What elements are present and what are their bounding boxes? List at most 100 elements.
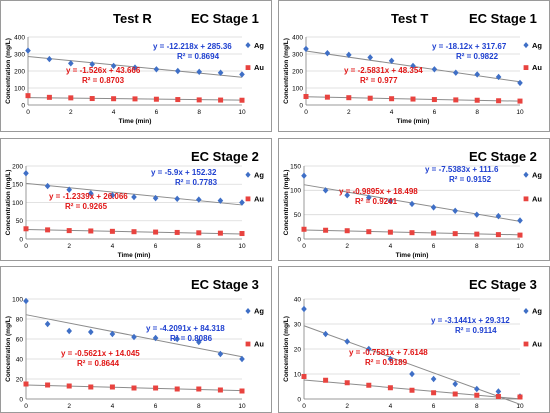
legend-au-marker [523,341,529,347]
ag-r2: R² = 0.8086 [170,334,213,343]
y-tick-label: 0 [21,102,25,109]
au-point [367,95,373,101]
x-tick-label: 8 [197,403,201,410]
legend-ag-label: Ag [254,307,264,316]
chart-svg: Test R EC Stage 1 0 100 200 300 400 0 2 4 6 8 10 Time… [5,11,264,125]
au-point [324,94,330,100]
y-tick-label: 100 [12,296,23,303]
ag-point [152,194,159,202]
au-point [431,230,437,236]
legend-au-label: Au [254,340,264,349]
x-tick-label: 10 [516,403,524,410]
ag-point [132,64,138,71]
au-point [88,228,94,234]
legend-ag-label: Ag [532,307,542,316]
au-point [346,95,352,101]
au-point [495,394,501,399]
y-axis-label: Concentration (mg/L) [5,170,12,236]
au-r2: R² = 0.977 [360,76,398,85]
ag-point [174,335,180,343]
ag-point [66,327,72,335]
y-tick-label: 400 [14,34,25,41]
ag-equation: y = -12.218x + 285.36 [153,42,232,51]
ag-point [217,350,224,358]
ag-point [25,47,31,54]
y-axis-label: Concentration (mg/L) [283,316,290,382]
ag-point [517,79,523,87]
au-point [323,227,329,233]
legend-ag-label: Ag [532,41,542,50]
chart-title-stage: EC Stage 2 [469,149,537,164]
au-point [239,231,245,237]
ag-point [517,217,523,224]
au-r2: R² = 0.8644 [77,359,120,368]
x-tick-label: 6 [432,403,436,410]
au-point [301,226,307,232]
ag-point [196,196,202,203]
legend-ag-label: Ag [532,170,542,179]
legend-ag-marker [523,171,529,178]
x-tick-label: 4 [111,403,115,410]
ag-point [239,71,245,78]
ag-point [495,388,502,395]
ag-point [495,212,502,220]
au-point [174,229,180,235]
y-tick-label: 0 [297,236,301,243]
x-axis-label: Time (min) [118,252,151,259]
ag-point [23,170,29,177]
y-tick-label: 0 [19,236,23,243]
ag-point [217,197,224,204]
x-tick-label: 6 [154,243,158,250]
au-point [409,387,415,393]
x-tick-label: 6 [155,109,159,116]
au-point [496,98,502,104]
ag-point [474,211,480,218]
au-point [153,96,159,102]
ag-point [109,192,116,199]
y-tick-label: 10 [294,371,302,378]
ag-point [387,197,394,205]
ag-point [474,385,480,393]
ag-point [366,345,372,353]
y-axis-label: Concentration (mg/L) [5,316,12,382]
au-point [387,229,393,235]
x-axis-label: Time (min) [397,118,430,125]
y-axis-label: Concentration (mg/L) [5,38,12,104]
x-tick-label: 2 [347,109,351,116]
au-point [45,382,51,388]
trendline-ag [303,325,521,405]
au-point [23,226,29,232]
x-tick-label: 4 [111,243,115,250]
au-point [474,231,480,237]
ag-point [409,200,415,208]
au-point [474,97,480,103]
chart-svg: Test T EC Stage 1 0 100 200 300 400 0 2 4 6 8 10 Time… [283,11,542,125]
x-tick-label: 4 [390,109,394,116]
ag-point [23,297,29,305]
x-tick-label: 10 [516,109,524,116]
ag-point [175,67,181,75]
x-tick-label: 2 [345,243,349,250]
au-point [217,230,223,236]
legend-ag-marker [245,42,251,49]
au-point [474,392,480,398]
x-axis-label: Time (min) [119,118,152,125]
au-equation: y = -0.9895x + 18.498 [339,187,418,196]
ag-point [110,62,117,70]
x-tick-label: 0 [302,403,306,410]
x-tick-label: 8 [197,243,201,250]
ag-point [301,305,307,313]
au-point [175,97,181,103]
y-tick-label: 60 [16,336,24,343]
ag-point [196,68,202,76]
au-point [89,96,95,102]
y-tick-label: 0 [19,396,23,403]
au-point [517,232,523,238]
y-tick-label: 80 [16,316,24,323]
y-tick-label: 150 [290,163,301,170]
ag-point [344,338,350,345]
ag-point [44,182,51,190]
chart-svg: EC Stage 30102030400246810Time (min)Conc… [283,277,542,410]
au-point [517,394,523,400]
